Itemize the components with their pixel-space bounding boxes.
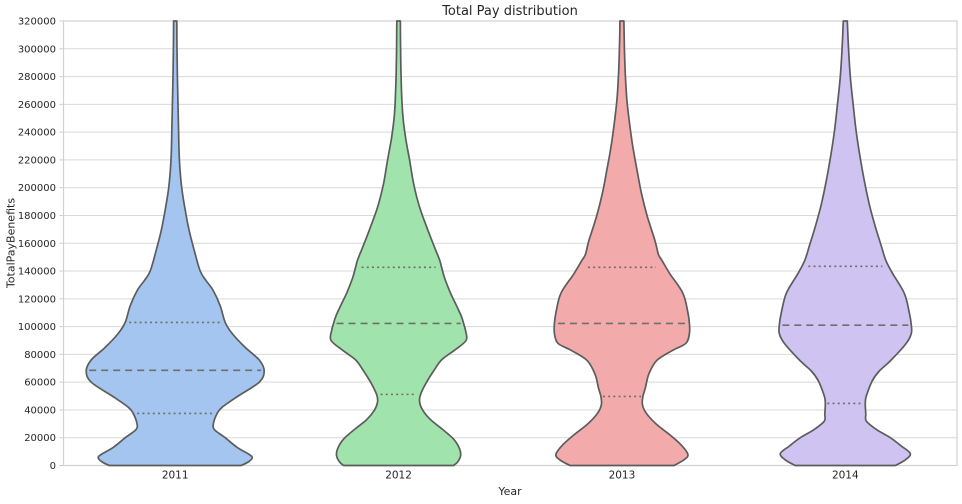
violin-2011 (85, 20, 266, 467)
y-tick-label: 80000 (24, 350, 56, 361)
y-tick-label: 120000 (18, 294, 56, 305)
y-tick-label: 140000 (18, 267, 56, 278)
y-tick-label: 180000 (18, 211, 56, 222)
x-tick-label-2012: 2012 (385, 470, 412, 482)
y-tick-label: 300000 (18, 44, 56, 55)
x-axis-label: Year (498, 485, 522, 498)
plot-frame (62, 20, 958, 467)
x-tick-label-2014: 2014 (832, 470, 859, 482)
violin-2013 (553, 20, 691, 467)
y-tick-label: 20000 (24, 433, 56, 444)
y-tick-label: 100000 (18, 322, 56, 333)
violin-2014 (778, 20, 913, 467)
y-tick-label: 160000 (18, 239, 56, 250)
y-tick-label: 0 (50, 461, 56, 472)
y-tick-label: 220000 (18, 155, 56, 166)
violin-2012 (329, 20, 468, 467)
y-tick-label: 200000 (18, 183, 56, 194)
y-tick-label: 240000 (18, 128, 56, 139)
y-tick-label: 40000 (24, 405, 56, 416)
x-tick-label-2013: 2013 (609, 470, 636, 482)
y-axis-label: TotalPayBenefits (4, 197, 18, 289)
y-tick-label: 320000 (18, 17, 56, 28)
y-tick-label: 280000 (18, 72, 56, 83)
y-tick-label: 260000 (18, 100, 56, 111)
chart-title: Total Pay distribution (442, 4, 578, 19)
y-tick-label: 60000 (24, 378, 56, 389)
x-tick-label-2011: 2011 (162, 470, 189, 482)
